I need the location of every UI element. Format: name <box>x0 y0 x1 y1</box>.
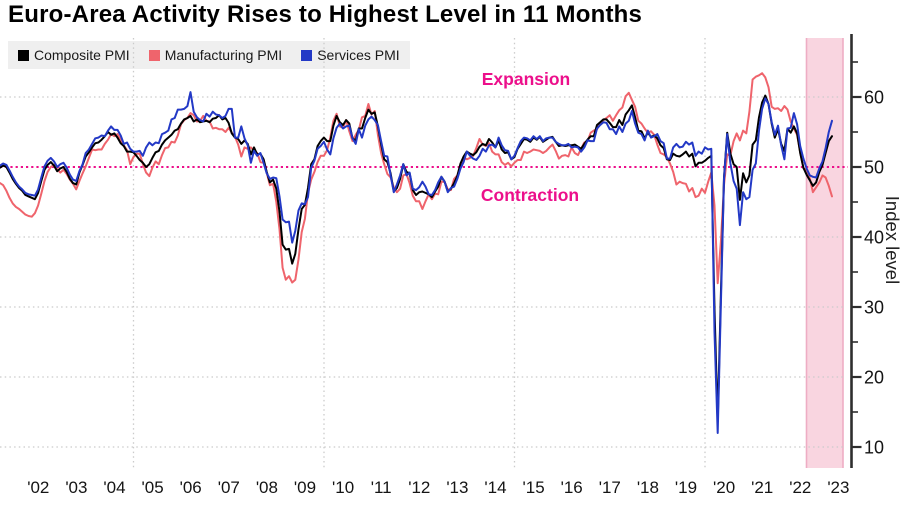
y-tick-label: 10 <box>864 438 884 458</box>
y-tick-label: 20 <box>864 368 884 388</box>
legend: Composite PMI Manufacturing PMI Services… <box>8 41 410 69</box>
y-tick-label: 50 <box>864 158 884 178</box>
x-tick-label: '06 <box>180 478 202 497</box>
x-tick-label: '14 <box>484 478 506 497</box>
contraction-label: Contraction <box>481 185 579 205</box>
legend-item-manufacturing: Manufacturing PMI <box>148 47 283 63</box>
x-tick-label: '12 <box>408 478 430 497</box>
composite-swatch-icon <box>18 49 29 61</box>
x-tick-label: '07 <box>218 478 240 497</box>
page-title: Euro-Area Activity Rises to Highest Leve… <box>8 1 643 28</box>
x-tick-label: '02 <box>27 478 49 497</box>
highlight-band <box>806 38 843 468</box>
services-swatch-icon <box>301 49 313 61</box>
x-tick-label: '09 <box>294 478 316 497</box>
y-axis: 60 50 40 30 20 10 Index level <box>850 34 900 468</box>
x-tick-label: '19 <box>675 478 697 497</box>
x-tick-label: '10 <box>332 478 354 497</box>
gridlines <box>0 38 846 468</box>
x-tick-label: '03 <box>65 478 87 497</box>
expansion-label: Expansion <box>482 69 571 89</box>
x-tick-label: '18 <box>637 478 659 497</box>
x-tick-label: '17 <box>599 478 621 497</box>
x-tick-label: '23 <box>827 478 849 497</box>
y-tick-label: 40 <box>864 228 884 248</box>
x-tick-label: '04 <box>103 478 125 497</box>
y-axis-labels: 60 50 40 30 20 10 <box>864 88 884 458</box>
x-tick-label: '22 <box>789 478 811 497</box>
x-tick-label: '16 <box>561 478 583 497</box>
x-tick-label: '13 <box>446 478 468 497</box>
y-tick-label: 30 <box>864 298 884 318</box>
x-tick-label: '08 <box>256 478 278 497</box>
legend-item-composite: Composite PMI <box>18 47 130 63</box>
legend-label: Services PMI <box>317 47 400 63</box>
x-tick-label: '20 <box>713 478 735 497</box>
y-tick-label: 60 <box>864 88 884 108</box>
legend-item-services: Services PMI <box>301 47 400 63</box>
services-line <box>0 91 833 434</box>
x-axis-labels: '02 '03 '04 '05 '06 '07 '08 '09 '10 '11 '12 '13 '14 '… <box>27 478 849 497</box>
legend-label: Manufacturing PMI <box>164 47 283 63</box>
composite-line <box>0 94 833 423</box>
x-tick-label: '15 <box>523 478 545 497</box>
manufacturing-swatch-icon <box>148 49 160 61</box>
manufacturing-line <box>0 72 833 285</box>
y-axis-title: Index level <box>882 196 900 284</box>
legend-label: Composite PMI <box>34 47 130 63</box>
x-tick-label: '11 <box>371 478 392 497</box>
x-tick-label: '21 <box>751 478 773 497</box>
x-tick-label: '05 <box>142 478 164 497</box>
